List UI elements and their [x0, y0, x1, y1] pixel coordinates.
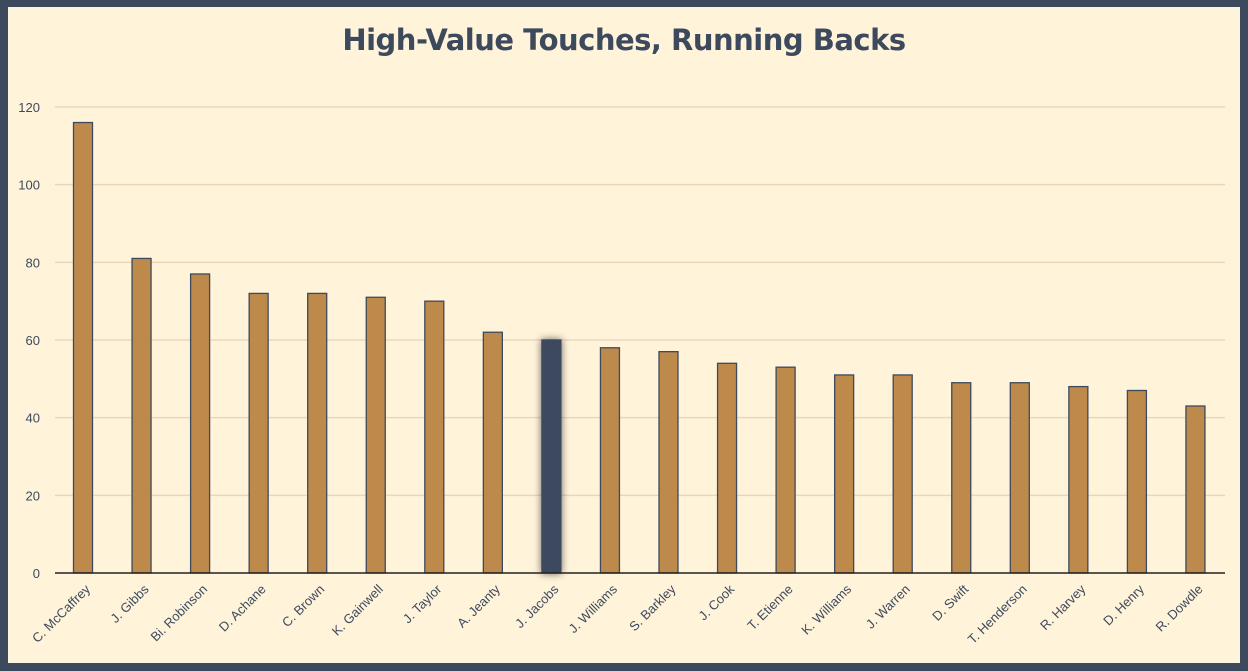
x-tick-label: J. Jacobs	[512, 581, 562, 631]
x-tick-label: D. Swift	[929, 581, 972, 624]
x-tick-label: K. Gainwell	[329, 581, 386, 638]
x-tick-label: D. Henry	[1100, 581, 1147, 628]
x-tick-label: C. Brown	[279, 582, 327, 630]
x-tick-label: J. Taylor	[400, 581, 445, 626]
bar	[482, 331, 504, 574]
x-tick-label: D. Achane	[216, 582, 269, 635]
x-tick-label: K. Williams	[798, 581, 854, 637]
bar	[365, 296, 386, 574]
bar	[131, 257, 152, 574]
bar	[599, 347, 621, 574]
y-tick-label: 20	[26, 488, 40, 503]
y-tick-label: 0	[33, 566, 40, 581]
x-tick-label: J. Cook	[695, 581, 737, 623]
x-tick-label: C. McCaffrey	[29, 581, 93, 645]
y-tick-label: 60	[26, 333, 40, 348]
bar	[424, 300, 445, 574]
x-tick-label: A. Jeanty	[454, 581, 503, 630]
bar	[1068, 385, 1089, 574]
chart-title: High-Value Touches, Running Backs	[342, 23, 906, 57]
bar	[1185, 405, 1206, 574]
x-tick-label: J. Gibbs	[107, 581, 152, 626]
x-tick-label: T. Etienne	[744, 582, 795, 633]
x-tick-label: S. Barkley	[626, 581, 679, 634]
bar	[775, 366, 796, 574]
bar	[1009, 382, 1030, 574]
x-tick-label: Bi. Robinson	[147, 582, 210, 645]
y-tick-label: 80	[26, 255, 40, 270]
bar	[1126, 389, 1148, 574]
y-tick-label: 100	[18, 178, 40, 193]
chart-frame: High-Value Touches, Running Backs	[8, 7, 1240, 663]
bar	[72, 121, 94, 574]
bar	[716, 362, 738, 574]
bar-highlighted	[541, 339, 562, 574]
bar	[248, 292, 269, 574]
y-tick-label: 40	[26, 411, 40, 426]
bar	[834, 374, 855, 574]
bar	[892, 374, 913, 574]
bar	[658, 350, 679, 574]
x-tick-label: R. Harvey	[1037, 581, 1089, 633]
x-tick-label: R. Dowdle	[1153, 582, 1206, 635]
bar	[951, 382, 972, 574]
x-tick-label: T. Henderson	[965, 582, 1030, 647]
y-tick-label: 120	[18, 100, 40, 115]
x-tick-label: J. Williams	[566, 581, 621, 636]
bar	[307, 292, 328, 574]
bar	[189, 273, 211, 574]
x-tick-label: J. Warren	[863, 582, 913, 632]
